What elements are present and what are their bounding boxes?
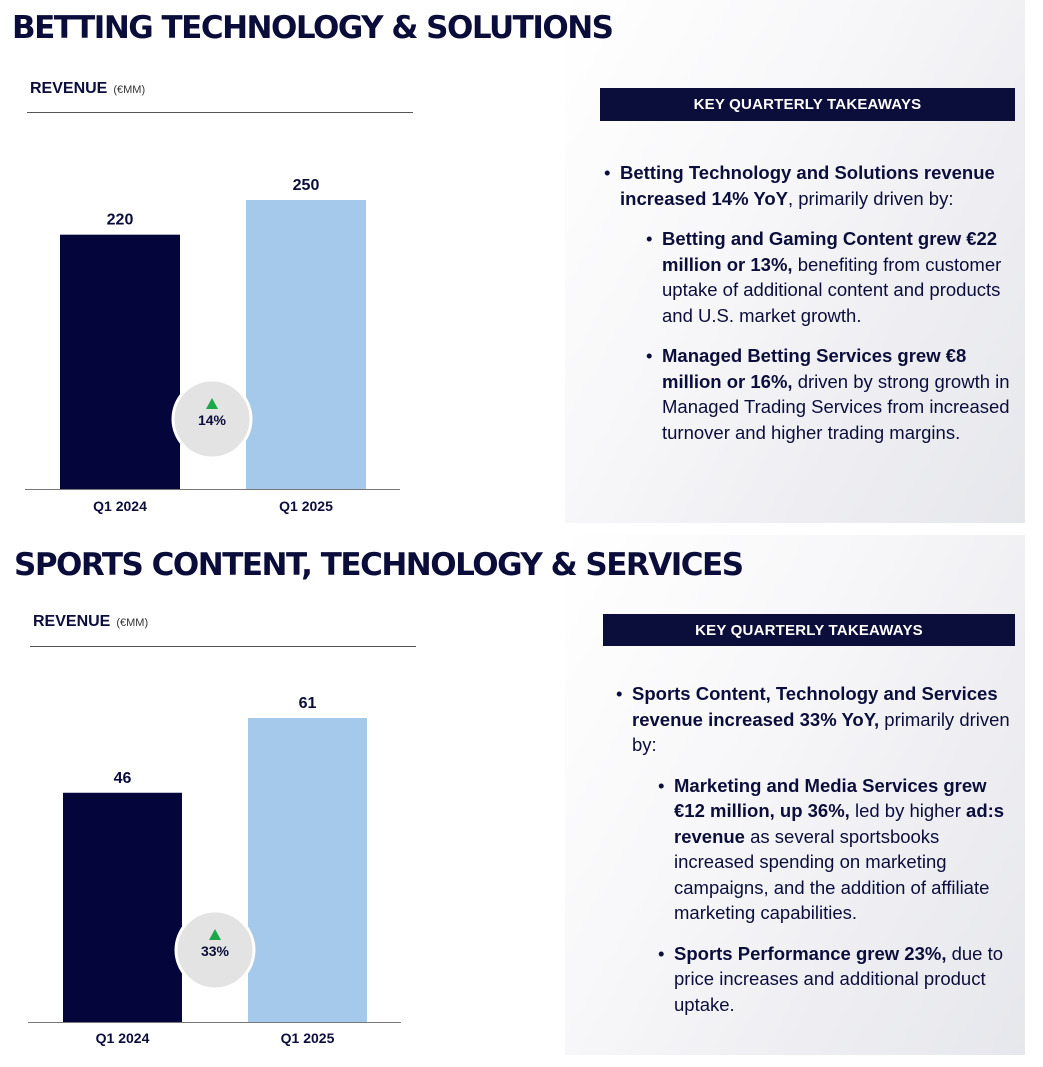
revenue-bar-chart: 220 Q1 2024 250 Q1 2025 14% <box>25 177 400 514</box>
bullet-text: led by higher <box>849 800 967 821</box>
bullet-text: as several sportsbooks increased spendin… <box>674 825 990 924</box>
bar-value-label: 61 <box>299 695 317 712</box>
bullet-bold: ad:s revenue <box>674 800 1005 847</box>
section-sports-content: SPORTS CONTENT, TECHNOLOGY & SERVICES RE… <box>0 535 1043 1067</box>
bar-q1-2024 <box>63 792 182 1022</box>
bullet-bold: Sports Content, Technology and Services … <box>632 683 998 730</box>
bar-value-label: 46 <box>114 770 132 787</box>
revenue-divider <box>30 646 416 647</box>
revenue-header: REVENUE (€MM) <box>33 613 148 631</box>
bar-value-label: 220 <box>107 212 134 229</box>
key-takeaways-header: KEY QUARTERLY TAKEAWAYS <box>600 88 1015 121</box>
up-triangle-icon <box>209 929 221 940</box>
bar-q1-2024 <box>60 234 180 489</box>
revenue-header: REVENUE (€MM) <box>30 80 145 98</box>
takeaway-sub-bullet: Betting and Gaming Content grew €22 mill… <box>646 226 1029 328</box>
revenue-label: REVENUE <box>33 613 111 630</box>
growth-badge: 14% <box>171 378 253 460</box>
growth-badge-label: 14% <box>198 412 227 428</box>
revenue-unit: (€MM) <box>113 84 146 96</box>
takeaway-bullet: Sports Content, Technology and Services … <box>616 681 1016 758</box>
revenue-unit: (€MM) <box>116 617 149 629</box>
bullet-text: primarily driven by: <box>632 708 1010 756</box>
bullet-bold: Marketing and Media Services grew €12 mi… <box>674 774 987 822</box>
takeaway-bullet: Betting Technology and Solutions revenue… <box>604 160 1029 211</box>
takeaway-sub-bullet: Sports Performance grew 23%, due to pric… <box>658 941 1016 1018</box>
category-label: Q1 2024 <box>96 1030 150 1046</box>
bar-q1-2025 <box>248 718 367 1022</box>
bar-value-label: 250 <box>293 177 320 194</box>
category-label: Q1 2024 <box>93 498 147 514</box>
growth-badge-circle <box>171 378 253 460</box>
bullet-text: benefiting from customer uptake of addit… <box>662 253 1002 326</box>
bar-q1-2025 <box>246 200 366 489</box>
bullet-text: driven by strong growth in Managed Tradi… <box>662 370 1010 443</box>
growth-badge: 33% <box>174 909 256 991</box>
bullet-bold: Betting and Gaming Content grew €22 mill… <box>662 228 998 275</box>
up-triangle-icon <box>206 398 218 409</box>
category-label: Q1 2025 <box>279 498 333 514</box>
revenue-label: REVENUE <box>30 80 108 97</box>
section-title: BETTING TECHNOLOGY & SOLUTIONS <box>12 10 614 46</box>
category-label: Q1 2025 <box>281 1030 335 1046</box>
bullet-bold: Betting Technology and Solutions revenue… <box>620 162 995 209</box>
revenue-divider <box>27 112 413 113</box>
growth-badge-circle <box>174 909 256 991</box>
section-betting-technology: BETTING TECHNOLOGY & SOLUTIONS REVENUE (€… <box>0 0 1043 535</box>
revenue-bar-chart: 46 Q1 2024 61 Q1 2025 33% <box>28 695 401 1046</box>
key-takeaways-header: KEY QUARTERLY TAKEAWAYS <box>603 614 1015 646</box>
bullet-text: due to price increases and additional pr… <box>674 942 1004 1015</box>
takeaway-sub-bullet: Managed Betting Services grew €8 million… <box>646 343 1029 445</box>
bullet-bold: Sports Performance grew 23%, <box>674 942 947 964</box>
bullet-text: , primarily driven by: <box>787 187 954 209</box>
bullet-bold: Managed Betting Services grew €8 million… <box>662 345 967 392</box>
takeaways-list: Sports Content, Technology and Services … <box>616 681 1016 1017</box>
takeaways-list: Betting Technology and Solutions revenue… <box>604 160 1029 445</box>
growth-badge-label: 33% <box>201 943 230 959</box>
section-title: SPORTS CONTENT, TECHNOLOGY & SERVICES <box>14 547 744 583</box>
takeaway-sub-bullet: Marketing and Media Services grew €12 mi… <box>658 773 1016 926</box>
